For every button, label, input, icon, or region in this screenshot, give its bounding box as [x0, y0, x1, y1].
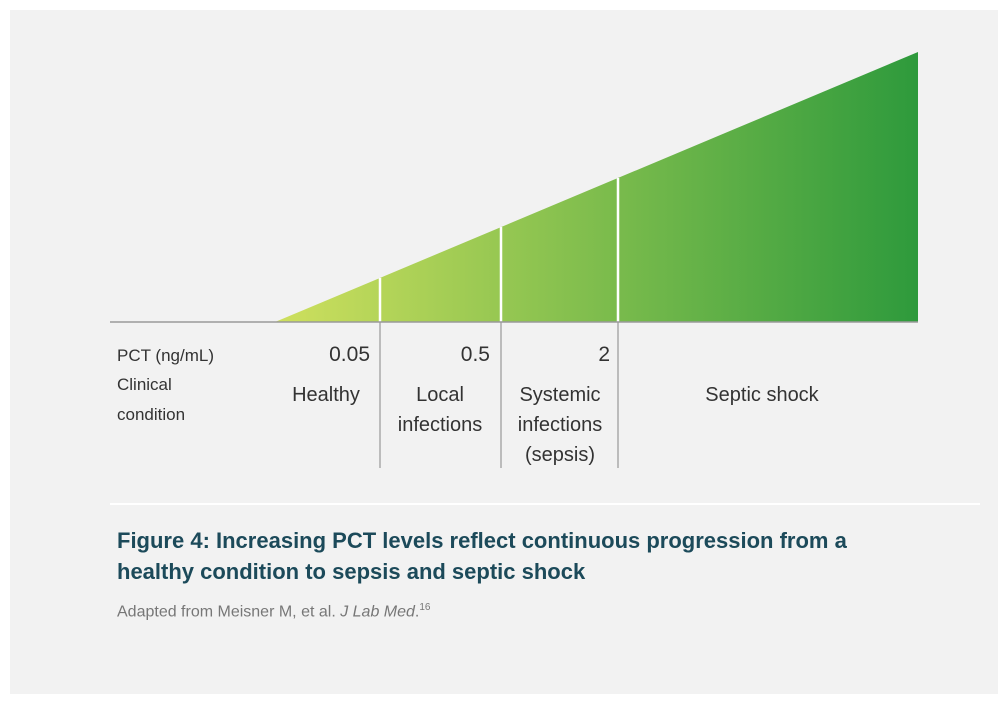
caption-line: Figure 4: Increasing PCT levels reflect … [117, 528, 847, 553]
condition-line: (sepsis) [524, 444, 595, 466]
condition-line: infections [517, 414, 603, 436]
condition-line: infections [397, 414, 483, 436]
threshold: 0.05 [329, 343, 370, 366]
caption-line: healthy condition to sepsis and septic s… [117, 559, 586, 584]
row-label-line: condition [117, 405, 186, 424]
pct-wedge [275, 52, 918, 322]
source-journal: J Lab Med [340, 603, 415, 621]
row-label: PCT (ng/mL) [117, 346, 214, 365]
caption-source: Adapted from Meisner M, et al. J Lab Med… [117, 593, 431, 627]
condition-line: Septic shock [705, 384, 819, 406]
source-ref: 16 [419, 602, 431, 613]
condition: Systemic infections (sepsis) [495, 380, 625, 470]
condition: Local infections [375, 380, 505, 440]
condition-line: Systemic [519, 384, 601, 406]
threshold: 2 [598, 343, 610, 366]
threshold: 0.5 [460, 343, 490, 366]
condition-line: Healthy [292, 384, 360, 406]
row-label: Clinical condition [117, 370, 185, 430]
source-text: Adapted from Meisner M, et al. [117, 603, 341, 621]
condition-line: Local [416, 384, 464, 406]
condition: Septic shock [697, 380, 827, 410]
condition: Healthy [261, 380, 391, 410]
row-label-line: Clinical [117, 375, 172, 394]
source-end: . [414, 603, 420, 621]
caption-title: Figure 4: Increasing PCT levels reflect … [117, 525, 847, 587]
